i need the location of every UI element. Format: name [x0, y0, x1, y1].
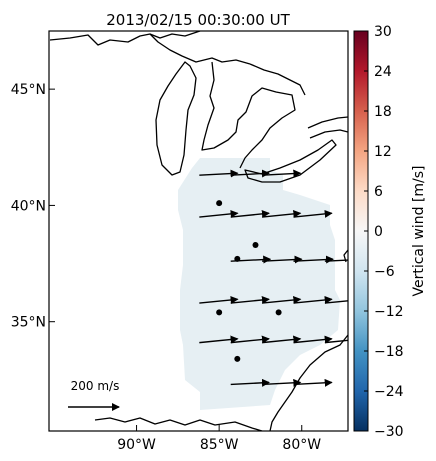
station-marker [234, 355, 241, 362]
georgian-bay-outline [249, 63, 306, 96]
wind-vector-arrow [262, 378, 302, 387]
wind-vector-arrow [262, 255, 303, 264]
lake-michigan-outline [155, 61, 197, 176]
map-title: 2013/02/15 00:30:00 UT [106, 11, 290, 29]
colorbar-ticks: 30 24 18 12 6 0 −6 −12 −18 −24 −30 [364, 24, 404, 440]
wind-vector-arrow [293, 209, 333, 218]
data-coverage-region [178, 158, 340, 410]
colorbar-tick-label: 30 [374, 24, 392, 40]
map-area [49, 31, 348, 431]
colorbar-tick-label: −18 [374, 344, 404, 360]
longitude-axis: 90°W 85°W 80°W [117, 425, 321, 453]
lake-erie-outline [244, 139, 337, 183]
wind-vector-arrow [230, 169, 270, 178]
wind-vector-arrow [262, 335, 302, 344]
latitude-axis: 45°N 40°N 35°N [11, 82, 55, 331]
wind-vector-arrow [230, 335, 270, 344]
wind-vector-arrow [324, 339, 348, 344]
wind-vector-layer [199, 169, 348, 387]
colorbar-label: Vertical wind [m/s] [411, 166, 427, 297]
lat-tick-label: 45°N [11, 82, 46, 98]
wind-vector-arrow [262, 169, 302, 178]
map-frame [48, 30, 349, 432]
colorbar-tick-label: 6 [374, 184, 383, 200]
wind-vector-arrow [293, 335, 333, 344]
lon-tick-label: 85°W [200, 437, 239, 453]
wind-vector-arrow [324, 259, 348, 262]
colorbar-tick-label: −12 [374, 304, 404, 320]
colorbar: 30 24 18 12 6 0 −6 −12 −18 −24 −30 Vertical wind [… [353, 24, 427, 440]
wind-vector-arrow [262, 295, 302, 304]
station-marker [234, 255, 241, 262]
wind-vector-arrow [293, 255, 335, 264]
wind-vector-arrow [293, 295, 333, 304]
wind-vector-arrow [199, 209, 239, 218]
lake-superior-outline [49, 31, 201, 46]
colorbar-tick-label: 0 [374, 224, 383, 240]
upper-peninsula-outline [149, 33, 251, 65]
lake-ontario-outline [307, 116, 348, 129]
wind-vector-arrow [199, 169, 239, 178]
station-marker [216, 309, 223, 316]
colorbar-tick-label: 12 [374, 144, 392, 160]
wind-vector-arrow [293, 378, 333, 387]
wind-vector-arrow [230, 209, 270, 218]
wind-vector-arrow [230, 295, 270, 304]
wind-vector-arrow [199, 295, 239, 304]
colorbar-tick-label: 24 [374, 64, 392, 80]
reference-vector-label: 200 m/s [71, 379, 120, 393]
reference-vector: 200 m/s [68, 379, 120, 411]
lon-tick-label: 90°W [117, 437, 156, 453]
wind-vector-arrow [324, 300, 348, 304]
colorbar-tick-label: −24 [374, 384, 404, 400]
wind-vector-arrow [230, 378, 270, 387]
lake-huron-outline [201, 61, 296, 169]
colorbar-tick-label: −6 [374, 264, 395, 280]
colorbar-tick-label: 18 [374, 104, 392, 120]
station-marker [216, 200, 223, 207]
station-marker [252, 241, 259, 248]
colorbar-tick-label: −30 [374, 424, 404, 440]
lat-tick-label: 40°N [11, 198, 46, 214]
coastline-layer [49, 31, 348, 431]
lat-tick-label: 35°N [11, 315, 46, 331]
station-marker [275, 309, 282, 316]
wind-vector-arrow [262, 209, 302, 218]
wind-vector-arrow [199, 335, 239, 344]
station-marker-layer [216, 200, 282, 362]
gulf-coast-outline [94, 417, 263, 431]
lon-tick-label: 80°W [282, 437, 321, 453]
